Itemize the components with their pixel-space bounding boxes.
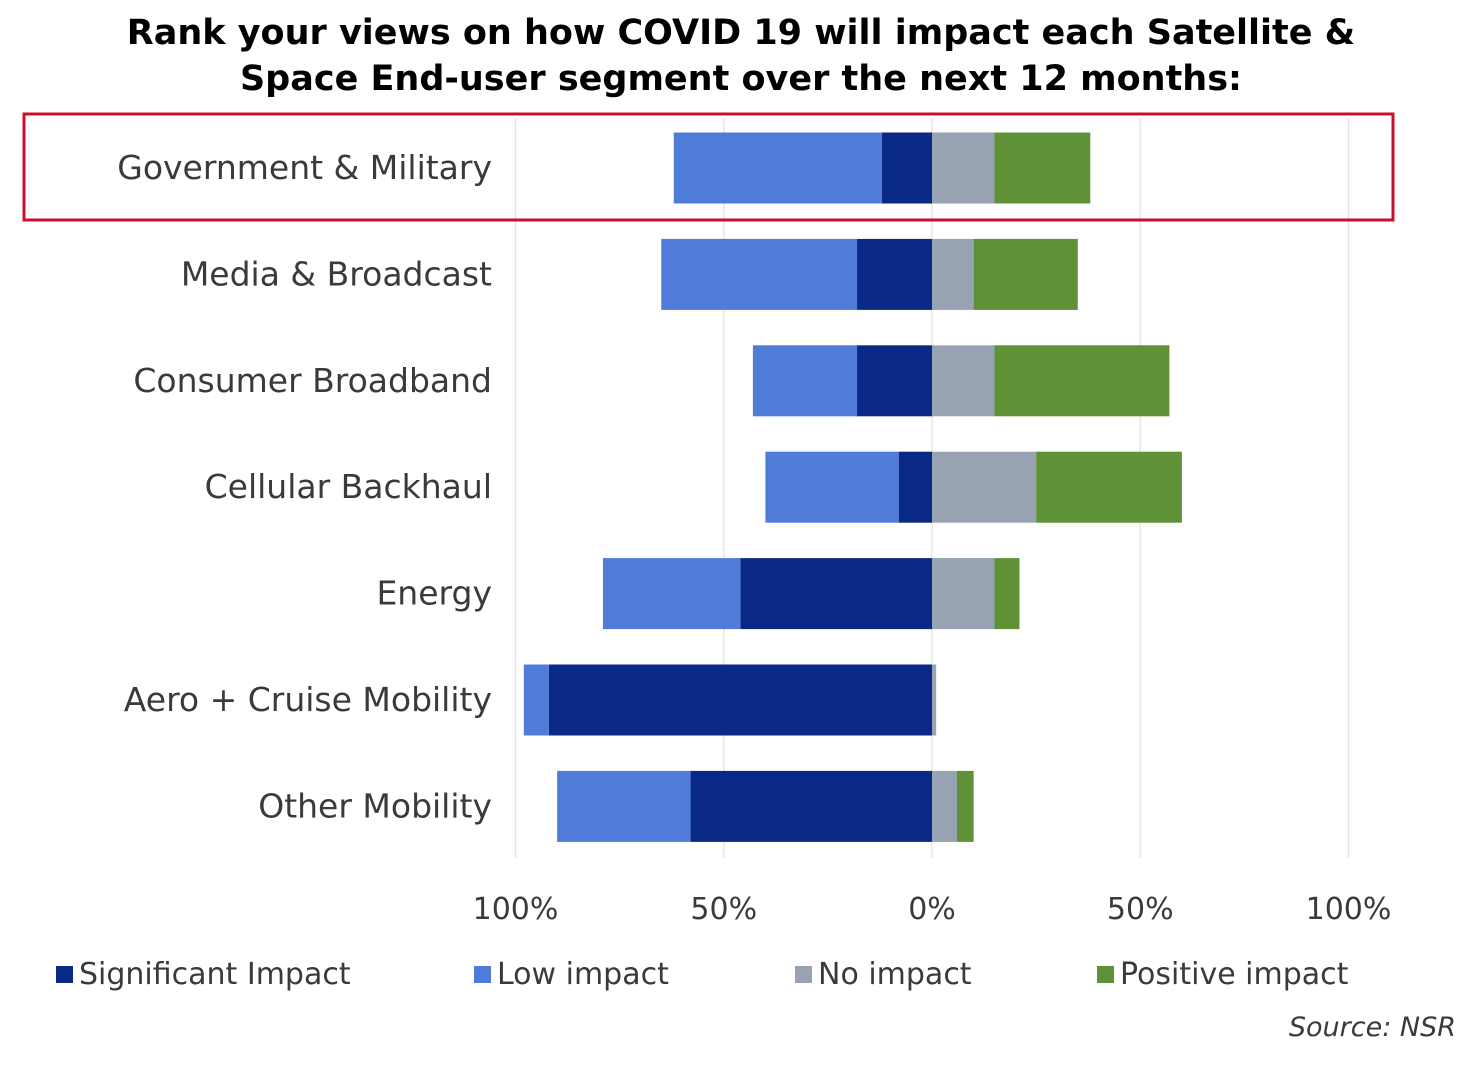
category-label: Media & Broadcast [181,254,492,293]
chart-title-line-2: Space End-user segment over the next 12 … [239,59,1243,99]
bar-segment [898,451,932,523]
legend-swatch-none [795,965,812,983]
legend-swatch-positive [1097,965,1114,983]
legend: Significant Impact Low impact No impact … [0,952,1482,996]
x-axis-tick-labels: 100% 50% 0% 50% 100% [473,892,1392,927]
chart-title: Rank your views on how COVID 19 will imp… [0,10,1482,102]
bar-segment [882,132,932,204]
category-label: Government & Military [117,148,492,187]
legend-item-positive-impact: Positive impact [1097,952,1348,996]
bar-segment [673,132,883,204]
bar-segment [1036,451,1182,523]
bar-segment [557,770,691,842]
bar-segment [932,451,1037,523]
bar-segment [973,238,1078,310]
category-label: Cellular Backhaul [205,467,492,506]
legend-item-low-impact: Low impact [474,952,669,996]
diverging-bar-chart: Government & Military Media & Broadcast Co… [22,112,1395,927]
bar-segment [932,770,957,842]
bar-segment [994,345,1170,417]
legend-label: No impact [818,956,972,992]
bar-segment [994,132,1091,204]
bar-segment [857,238,932,310]
bar-segment [994,558,1020,630]
bar-segment [932,664,937,736]
bar-segment [765,451,899,523]
category-label: Aero + Cruise Mobility [124,680,492,719]
category-label: Other Mobility [258,786,492,825]
legend-label: Low impact [497,956,669,992]
bar-segment [857,345,932,417]
category-label: Consumer Broadband [133,361,492,400]
bar-segment [932,558,995,630]
x-tick-label: 0% [908,892,956,927]
bar-segment [602,558,741,630]
bar-segment [932,132,995,204]
legend-label: Significant Impact [79,956,351,992]
bar-segment [661,238,858,310]
bar-segment [548,664,932,736]
bar-segment [690,770,932,842]
x-tick-label: 50% [1107,892,1174,927]
bar-segment [956,770,974,842]
chart-title-line-1: Rank your views on how COVID 19 will imp… [126,13,1356,53]
x-tick-label: 50% [690,892,757,927]
legend-item-no-impact: No impact [795,952,972,996]
bar-segment [740,558,932,630]
bar-segment [523,664,549,736]
legend-swatch-low [474,965,491,983]
legend-item-significant-impact: Significant Impact [56,952,351,996]
bar-segment [932,238,974,310]
legend-swatch-significant [56,965,73,983]
bar-segment [932,345,995,417]
legend-label: Positive impact [1120,956,1349,992]
x-tick-label: 100% [473,892,559,927]
category-labels: Government & Military Media & Broadcast Co… [117,148,492,825]
category-label: Energy [376,574,492,613]
highlight-box [22,112,1395,222]
x-tick-label: 100% [1306,892,1392,927]
bar-segment [752,345,858,417]
source-note: Source: NSR [1288,1012,1456,1043]
bars [523,132,1182,842]
